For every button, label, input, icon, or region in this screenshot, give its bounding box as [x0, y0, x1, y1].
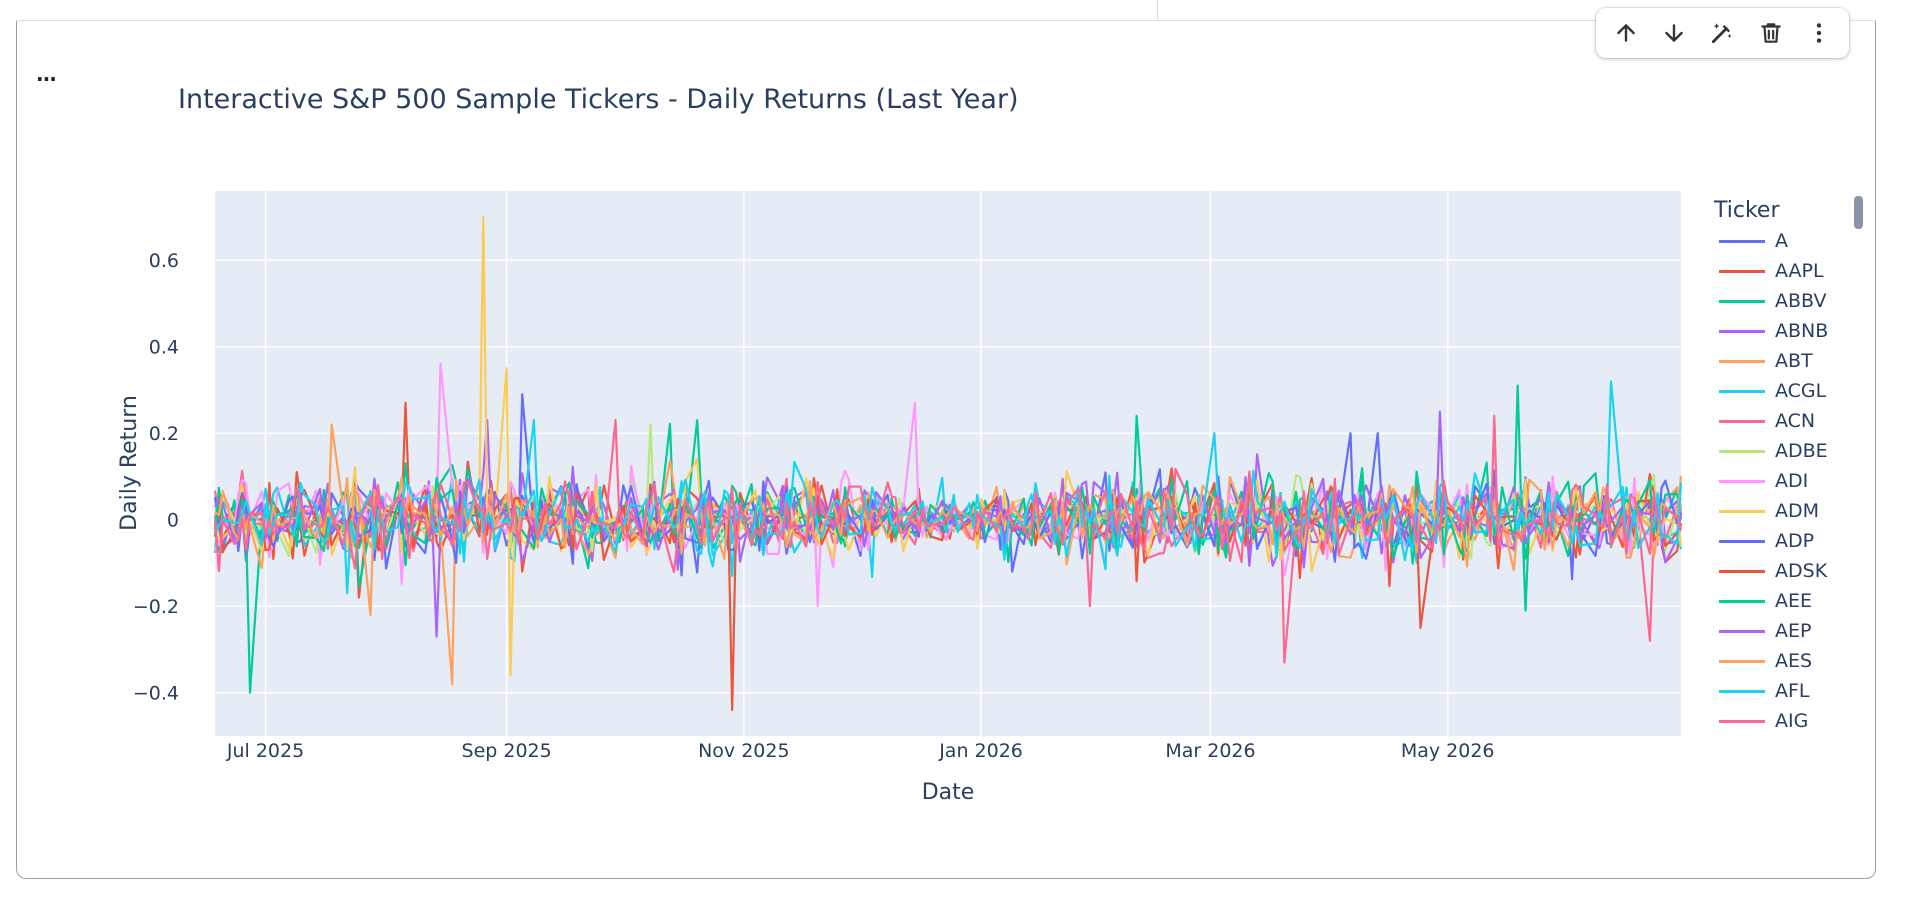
legend-swatch — [1719, 659, 1765, 663]
cell-output-menu-button[interactable]: ... — [36, 62, 57, 86]
edit-button[interactable] — [1702, 13, 1742, 53]
legend-swatch — [1719, 449, 1765, 453]
x-tick-label: Jan 2026 — [938, 740, 1023, 762]
legend-label: A — [1775, 230, 1788, 252]
legend-label: ABT — [1775, 350, 1813, 372]
x-tick-label: May 2026 — [1401, 740, 1495, 762]
legend-items: A AAPL ABBV ABNB ABT ACGL ACN ADBE ADI ADM ADP ADSK… — [1712, 226, 1852, 736]
cell-toolbar — [1596, 8, 1849, 58]
y-tick-label: −0.2 — [133, 596, 179, 618]
legend-label: ADM — [1775, 500, 1820, 522]
legend-item-adbe[interactable]: ADBE — [1712, 436, 1852, 466]
legend-label: ABNB — [1775, 320, 1829, 342]
legend-swatch — [1719, 359, 1765, 363]
legend-swatch — [1719, 569, 1765, 573]
y-axis-title: Daily Return — [117, 395, 142, 531]
legend-item-aig[interactable]: AIG — [1712, 706, 1852, 736]
previous-cell-border — [16, 0, 1876, 21]
series-line-aig[interactable] — [213, 414, 1683, 608]
divider-line — [1157, 0, 1158, 21]
arrow-up-icon — [1617, 24, 1635, 42]
legend-item-adi[interactable]: ADI — [1712, 466, 1852, 496]
legend-label: ADP — [1775, 530, 1815, 552]
y-tick-label: 0.4 — [149, 337, 179, 359]
legend-label: ADSK — [1775, 560, 1828, 582]
legend-swatch — [1719, 299, 1765, 303]
trash-icon — [1760, 23, 1781, 43]
legend-label: AAPL — [1775, 260, 1824, 282]
y-tick-label: −0.4 — [133, 683, 179, 705]
legend-label: ACN — [1775, 410, 1816, 432]
legend-swatch — [1719, 479, 1765, 483]
series-lines — [213, 215, 1683, 712]
y-tick-label: 0.6 — [149, 250, 179, 272]
x-tick-label: Mar 2026 — [1165, 740, 1255, 762]
plot-area — [215, 191, 1681, 736]
legend-label: AEE — [1775, 590, 1813, 612]
y-tick-label: 0.2 — [149, 423, 179, 445]
legend-label: ACGL — [1775, 380, 1827, 402]
legend-label: AIG — [1775, 710, 1809, 732]
legend-item-aes[interactable]: AES — [1712, 646, 1852, 676]
legend-swatch — [1719, 629, 1765, 633]
arrow-down-icon — [1665, 24, 1684, 42]
legend-swatch — [1719, 419, 1765, 423]
legend-swatch — [1719, 329, 1765, 333]
legend-title: Ticker — [1714, 198, 1780, 223]
legend-item-aee[interactable]: AEE — [1712, 586, 1852, 616]
chart-title: Interactive S&P 500 Sample Tickers - Dai… — [178, 84, 1019, 115]
legend-swatch — [1719, 389, 1765, 393]
legend-item-aep[interactable]: AEP — [1712, 616, 1852, 646]
legend-swatch — [1719, 539, 1765, 543]
legend-label: AES — [1775, 650, 1813, 672]
legend-item-adm[interactable]: ADM — [1712, 496, 1852, 526]
y-axis-ticks: 0.6 0.4 0.2 0 −0.2 −0.4 — [133, 250, 179, 705]
legend-item-afl[interactable]: AFL — [1712, 676, 1852, 706]
x-tick-label: Sep 2025 — [462, 740, 552, 762]
magic-wand-icon — [1712, 23, 1733, 44]
delete-button[interactable] — [1751, 13, 1791, 53]
legend-swatch — [1719, 689, 1765, 693]
x-tick-label: Jul 2025 — [226, 740, 304, 762]
legend-item-adp[interactable]: ADP — [1712, 526, 1852, 556]
legend-item-acgl[interactable]: ACGL — [1712, 376, 1852, 406]
move-up-button[interactable] — [1606, 13, 1646, 53]
legend-label: AEP — [1775, 620, 1812, 642]
move-down-button[interactable] — [1654, 13, 1694, 53]
legend-label: AFL — [1775, 680, 1810, 702]
legend-item-a[interactable]: A — [1712, 226, 1852, 256]
legend-swatch — [1719, 269, 1765, 273]
legend-swatch — [1719, 599, 1765, 603]
legend-item-aapl[interactable]: AAPL — [1712, 256, 1852, 286]
legend-item-abt[interactable]: ABT — [1712, 346, 1852, 376]
legend-scrollbar[interactable] — [1854, 196, 1863, 229]
legend-label: ABBV — [1775, 290, 1827, 312]
legend-item-adsk[interactable]: ADSK — [1712, 556, 1852, 586]
legend-swatch — [1719, 239, 1765, 243]
y-tick-label: 0 — [167, 510, 179, 532]
x-axis-ticks: Jul 2025 Sep 2025 Nov 2025 Jan 2026 Mar 2026… — [226, 740, 1495, 762]
series-line-afl[interactable] — [214, 432, 1683, 595]
legend-item-acn[interactable]: ACN — [1712, 406, 1852, 436]
more-options-button[interactable] — [1799, 13, 1839, 53]
legend: Ticker A AAPL ABBV ABNB ABT ACGL ACN ADBE ADI ADM… — [1712, 196, 1852, 736]
more-vertical-icon — [1816, 23, 1822, 43]
legend-swatch — [1719, 509, 1765, 513]
legend-label: ADBE — [1775, 440, 1828, 462]
x-axis-title: Date — [922, 780, 975, 805]
legend-swatch — [1719, 719, 1765, 723]
legend-item-abbv[interactable]: ABBV — [1712, 286, 1852, 316]
x-tick-label: Nov 2025 — [698, 740, 789, 762]
legend-item-abnb[interactable]: ABNB — [1712, 316, 1852, 346]
legend-label: ADI — [1775, 470, 1809, 492]
